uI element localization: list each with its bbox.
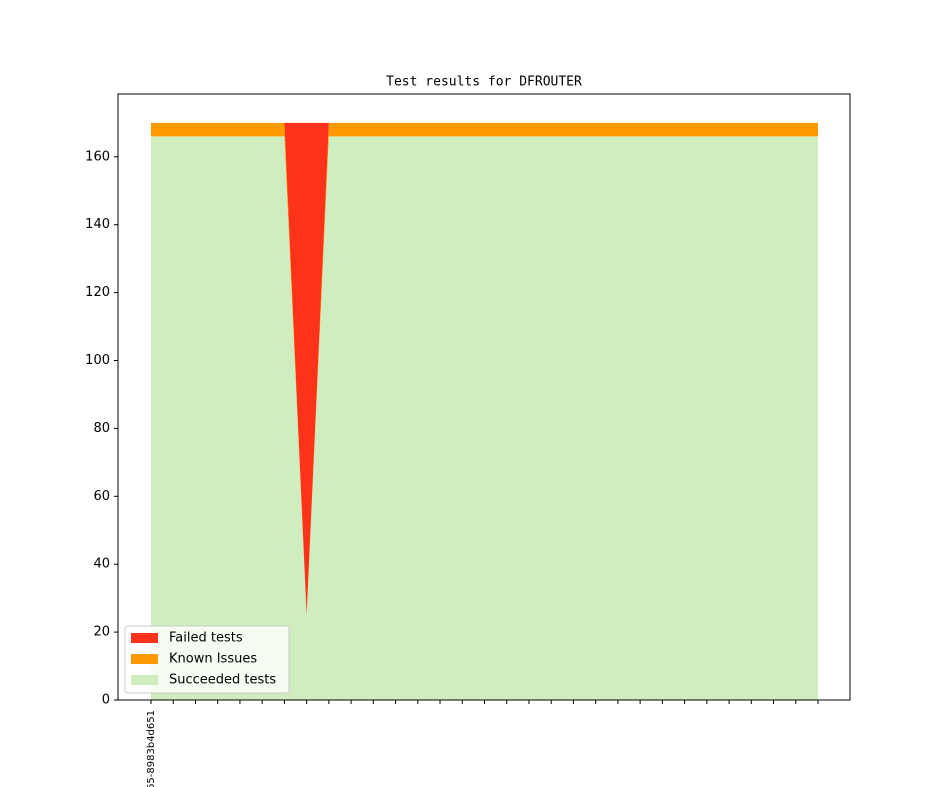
legend-swatch: [131, 675, 158, 685]
y-tick-label: 0: [102, 693, 110, 708]
y-tick-label: 120: [85, 285, 110, 300]
y-tick-label: 60: [93, 489, 110, 504]
y-tick-label: 100: [85, 353, 110, 368]
y-tick-label: 140: [85, 217, 110, 232]
legend: Failed tests Known Issues Succeeded tests: [124, 625, 290, 694]
y-tick-label: 160: [85, 149, 110, 164]
area: [151, 136, 818, 700]
x-tick-label: 65-8983b4d651: [146, 710, 157, 787]
legend-label: Succeeded tests: [169, 673, 276, 688]
y-tick-label: 80: [93, 421, 110, 436]
legend-swatch: [131, 633, 158, 643]
chart-title: Test results for DFROUTER: [386, 75, 582, 90]
y-tick-label: 40: [93, 557, 110, 572]
y-tick-label: 20: [93, 625, 110, 640]
area: [151, 122, 818, 616]
legend-label: Failed tests: [169, 631, 243, 646]
legend-frame: [124, 625, 290, 694]
legend-label: Known Issues: [169, 652, 257, 667]
legend-swatch: [131, 654, 158, 664]
